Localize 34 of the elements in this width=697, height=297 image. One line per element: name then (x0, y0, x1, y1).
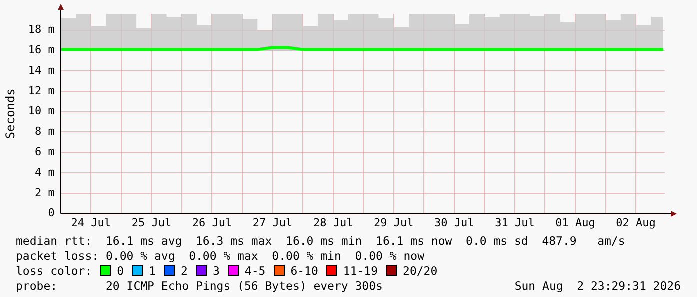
text: median rtt: 16.1 ms avg 16.3 ms max 16.0 ms min 16.1 ms now 0.0 ms sd 487.9 am/s (16, 233, 626, 248)
legend-label: 20/20 (403, 264, 438, 278)
x-tick-label: 31 Jul (495, 216, 535, 230)
legend-label: 3 (212, 264, 220, 278)
legend-title: loss color: (16, 264, 92, 278)
y-tick-label: 16 m (28, 44, 56, 57)
text: packet loss: 0.00 % avg 0.00 % max 0.00 % min 0.00 % now (16, 248, 426, 263)
y-tick-label: 6 m (35, 145, 56, 158)
x-tick-label: 28 Jul (313, 216, 354, 230)
y-tick-label: 4 m (35, 166, 56, 179)
x-tick-label: 30 Jul (434, 216, 474, 230)
text: Sun Aug 2 23:29:31 2026 (514, 278, 681, 292)
x-tick-label: 26 Jul (192, 216, 232, 230)
y-tick-label: 18 m (28, 23, 56, 36)
legend-label: 0 (117, 264, 124, 278)
legend-label: 6-10 (290, 264, 318, 278)
y-tick-label: 12 m (28, 84, 56, 98)
text: probe: 20 ICMP Echo Pings (56 Bytes) every 300s (16, 278, 383, 292)
x-tick-label: 02 Aug (616, 216, 656, 230)
x-tick-label: 24 Jul (71, 216, 112, 230)
x-tick-label: 25 Jul (132, 216, 172, 230)
legend-label: 1 (149, 264, 156, 278)
legend-label: 2 (181, 264, 188, 278)
x-tick-label: 29 Jul (374, 216, 414, 230)
x-tick-label: 27 Jul (252, 216, 293, 230)
legend-label: 4-5 (244, 264, 266, 278)
y-tick-label: 8 m (35, 125, 56, 138)
y-axis-title: Seconds (3, 88, 18, 140)
y-tick-label: 10 m (28, 104, 56, 118)
y-tick-label: 2 m (35, 186, 56, 200)
legend-label: 11-19 (343, 264, 378, 278)
y-tick-label: 0 (48, 206, 55, 220)
x-tick-label: 01 Aug (556, 216, 596, 230)
y-tick-label: 14 m (28, 64, 56, 77)
